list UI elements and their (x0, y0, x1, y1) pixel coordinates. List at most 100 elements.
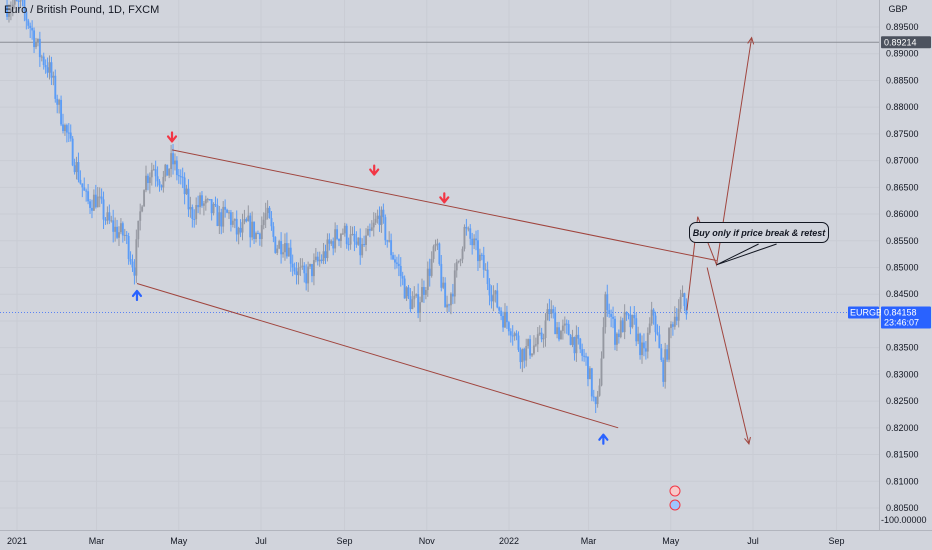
candle-body[interactable] (181, 176, 184, 178)
candle-body[interactable] (604, 294, 607, 328)
candle-body[interactable] (89, 201, 91, 208)
candle-body[interactable] (210, 199, 213, 214)
candle-body[interactable] (206, 199, 209, 201)
candle-body[interactable] (108, 212, 111, 221)
candle-body[interactable] (467, 228, 470, 230)
candle-body[interactable] (102, 199, 105, 220)
candle-body[interactable] (590, 368, 593, 397)
candle-body[interactable] (629, 314, 632, 328)
candle-body[interactable] (158, 181, 161, 186)
candle-body[interactable] (91, 207, 93, 211)
candle-body[interactable] (247, 215, 250, 222)
candle-body[interactable] (199, 195, 201, 208)
candle-body[interactable] (430, 258, 433, 276)
candle-body[interactable] (384, 217, 387, 241)
candle-body[interactable] (536, 334, 539, 345)
candle-body[interactable] (588, 368, 591, 380)
candle-body[interactable] (556, 327, 559, 335)
candle-body[interactable] (473, 238, 476, 246)
candle-body[interactable] (610, 314, 613, 317)
candle-body[interactable] (368, 229, 371, 231)
candles[interactable] (6, 0, 688, 414)
candle-body[interactable] (598, 385, 601, 396)
candle-body[interactable] (330, 241, 333, 244)
candle-body[interactable] (546, 309, 549, 321)
candle-body[interactable] (179, 176, 182, 178)
candle-body[interactable] (262, 219, 265, 226)
candle-body[interactable] (270, 217, 273, 227)
candle-body[interactable] (394, 259, 396, 263)
candle-body[interactable] (27, 20, 30, 26)
candle-body[interactable] (569, 335, 572, 345)
candle-body[interactable] (343, 225, 346, 234)
candle-body[interactable] (40, 56, 43, 58)
candle-body[interactable] (220, 212, 223, 227)
candle-body[interactable] (87, 191, 90, 202)
candle-body[interactable] (172, 153, 174, 165)
candle-body[interactable] (96, 196, 99, 208)
candle-body[interactable] (492, 294, 495, 302)
candle-body[interactable] (461, 248, 464, 260)
candle-body[interactable] (490, 295, 493, 302)
candle-body[interactable] (432, 246, 435, 259)
candle-body[interactable] (477, 240, 479, 262)
candle-body[interactable] (361, 244, 364, 256)
candle-body[interactable] (648, 323, 651, 333)
candle-body[interactable] (239, 227, 242, 233)
candle-body[interactable] (415, 294, 418, 296)
candle-body[interactable] (245, 219, 248, 222)
candle-body[interactable] (639, 333, 642, 356)
candle-body[interactable] (453, 270, 456, 297)
candle-body[interactable] (129, 258, 132, 262)
candle-body[interactable] (135, 239, 138, 276)
red-down-arrow-icon[interactable] (439, 192, 450, 204)
candle-body[interactable] (548, 309, 551, 314)
candle-body[interactable] (675, 316, 678, 321)
lower-trendline[interactable] (136, 283, 619, 429)
candle-body[interactable] (367, 229, 369, 236)
candle-body[interactable] (104, 219, 107, 221)
candle-body[interactable] (249, 215, 252, 238)
candle-body[interactable] (579, 338, 582, 350)
candle-body[interactable] (33, 30, 36, 48)
candle-body[interactable] (646, 332, 649, 352)
candle-body[interactable] (538, 332, 541, 335)
candle-body[interactable] (390, 240, 393, 256)
candle-body[interactable] (8, 12, 10, 17)
candle-body[interactable] (357, 237, 360, 245)
candle-body[interactable] (552, 309, 555, 313)
candle-body[interactable] (585, 356, 587, 358)
candle-body[interactable] (424, 290, 427, 295)
candle-body[interactable] (143, 190, 146, 207)
candle-body[interactable] (166, 164, 169, 176)
candle-body[interactable] (98, 196, 101, 198)
candle-body[interactable] (212, 204, 215, 214)
candle-body[interactable] (560, 330, 562, 340)
candle-body[interactable] (226, 209, 229, 213)
candle-body[interactable] (218, 212, 221, 226)
candle-body[interactable] (31, 27, 34, 31)
candle-body[interactable] (125, 234, 128, 237)
candle-body[interactable] (392, 255, 394, 260)
candle-body[interactable] (63, 125, 66, 132)
candle-body[interactable] (500, 310, 503, 316)
candle-body[interactable] (19, 0, 22, 2)
candle-body[interactable] (575, 334, 578, 354)
candle-body[interactable] (523, 348, 526, 361)
candle-body[interactable] (637, 333, 640, 342)
candle-body[interactable] (502, 315, 505, 328)
candle-body[interactable] (451, 293, 454, 297)
candle-body[interactable] (511, 335, 514, 337)
candle-body[interactable] (507, 322, 510, 332)
candle-body[interactable] (334, 229, 337, 249)
candle-body[interactable] (229, 212, 232, 225)
red-down-arrow-icon[interactable] (369, 164, 380, 176)
candle-body[interactable] (299, 266, 302, 268)
candle-body[interactable] (671, 324, 674, 327)
candle-body[interactable] (52, 75, 55, 78)
candle-body[interactable] (631, 315, 634, 328)
upper-trendline[interactable] (171, 149, 717, 262)
candle-body[interactable] (341, 233, 344, 235)
candle-body[interactable] (62, 124, 64, 132)
